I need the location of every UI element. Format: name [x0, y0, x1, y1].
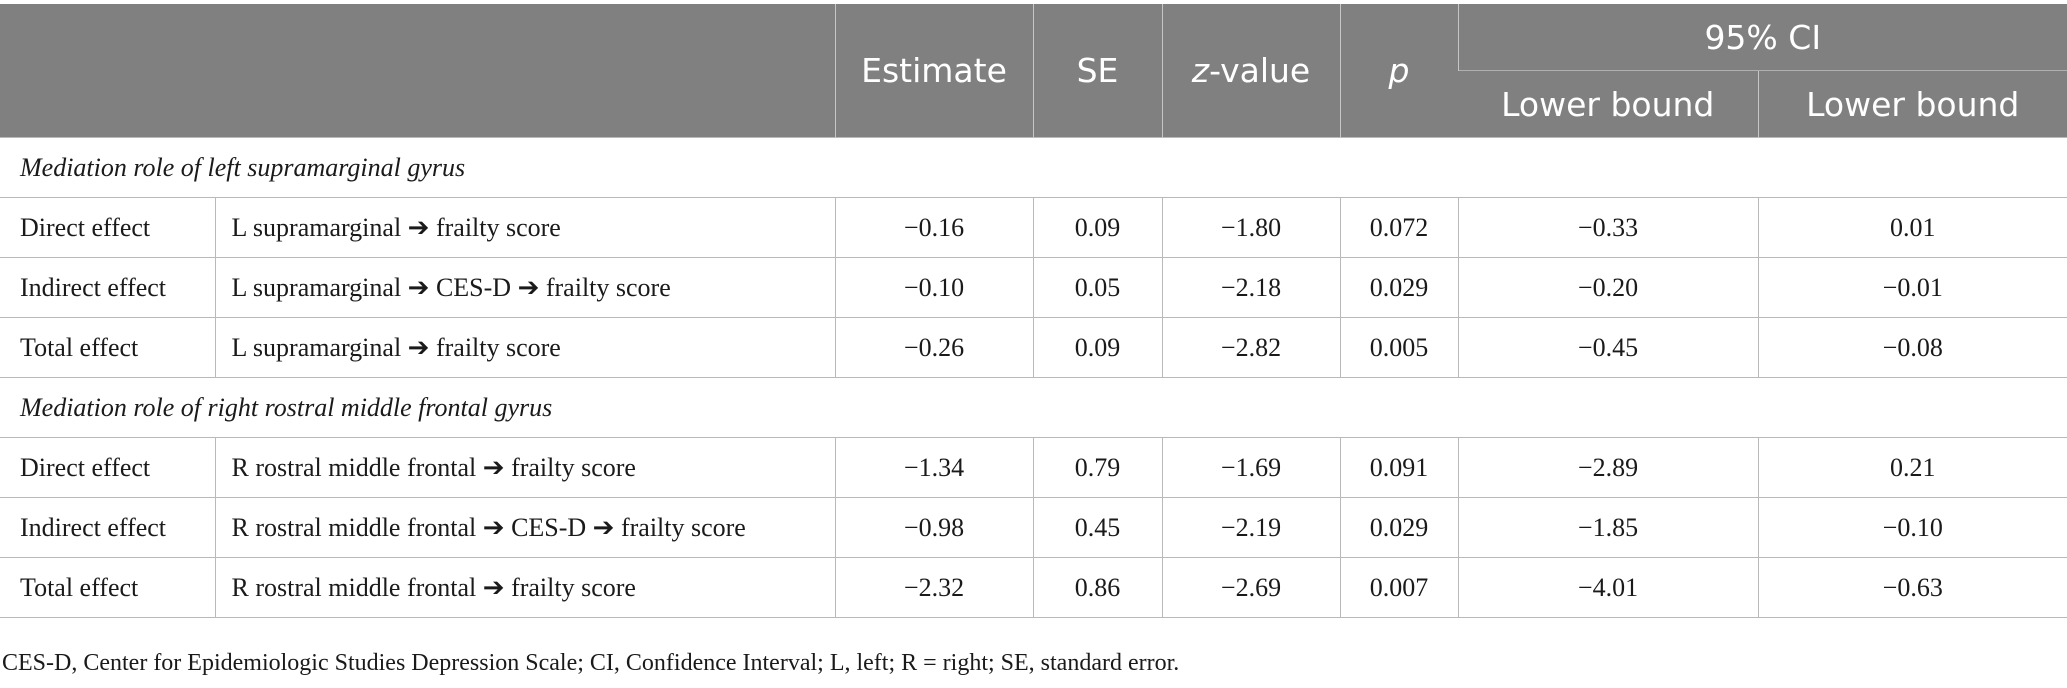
header-se: SE [1032, 4, 1162, 138]
table-row: Total effect L supramarginal ➔ frailty sc… [0, 317, 2067, 378]
header-z-value: z-value [1161, 4, 1340, 138]
header-ci: 95% CI [1457, 4, 2067, 71]
cell-lower-bound-1: −0.33 [1457, 197, 1758, 258]
header-p-text: p [1388, 51, 1410, 90]
cell-se: 0.09 [1032, 317, 1162, 378]
cell-z-value: −2.19 [1161, 497, 1340, 558]
cell-estimate: −2.32 [834, 557, 1033, 618]
table-row: Direct effect R rostral middle frontal ➔ … [0, 437, 2067, 498]
table-header-row: Estimate SE z-value p 95% CI [0, 4, 2067, 138]
cell-estimate: −1.34 [834, 437, 1033, 498]
cell-lower-bound-1: −0.20 [1457, 257, 1758, 318]
cell-p: 0.005 [1339, 317, 1458, 378]
header-lower-bound-2: Lower bound [1757, 70, 2067, 138]
cell-lower-bound-2: −0.08 [1757, 317, 2067, 378]
section-title: Mediation role of left supramarginal gyr… [0, 137, 2067, 198]
table-row: Indirect effect L supramarginal ➔ CES-D ➔… [0, 257, 2067, 318]
table-row: Direct effect L supramarginal ➔ frailty s… [0, 197, 2067, 258]
header-p: p [1339, 4, 1458, 138]
header-z-rest: -value [1209, 51, 1311, 90]
cell-se: 0.45 [1032, 497, 1162, 558]
cell-p: 0.029 [1339, 257, 1458, 318]
section-row: Mediation role of right rostral middle f… [0, 377, 2067, 438]
cell-p: 0.072 [1339, 197, 1458, 258]
cell-lower-bound-1: −0.45 [1457, 317, 1758, 378]
row-path: R rostral middle frontal ➔ CES-D ➔ frail… [214, 497, 835, 558]
cell-estimate: −0.26 [834, 317, 1033, 378]
table-body: Mediation role of left supramarginal gyr… [0, 137, 2067, 618]
cell-lower-bound-2: −0.63 [1757, 557, 2067, 618]
cell-z-value: −2.82 [1161, 317, 1340, 378]
row-label: Direct effect [0, 437, 215, 498]
section-title: Mediation role of right rostral middle f… [0, 377, 2067, 438]
row-path: L supramarginal ➔ CES-D ➔ frailty score [214, 257, 835, 318]
cell-se: 0.79 [1032, 437, 1162, 498]
row-path: R rostral middle frontal ➔ frailty score [214, 437, 835, 498]
cell-p: 0.007 [1339, 557, 1458, 618]
table-subheader-row: Lower bound Lower bound [0, 70, 2067, 138]
cell-lower-bound-1: −1.85 [1457, 497, 1758, 558]
header-blank [0, 4, 835, 138]
cell-estimate: −0.10 [834, 257, 1033, 318]
row-label: Indirect effect [0, 497, 215, 558]
row-path: L supramarginal ➔ frailty score [214, 197, 835, 258]
cell-se: 0.86 [1032, 557, 1162, 618]
header-lower-bound-1: Lower bound [1458, 70, 1758, 138]
header-estimate: Estimate [834, 4, 1033, 138]
cell-estimate: −0.16 [834, 197, 1033, 258]
section-row: Mediation role of left supramarginal gyr… [0, 137, 2067, 198]
cell-z-value: −2.69 [1161, 557, 1340, 618]
header-z-italic: z [1191, 51, 1210, 90]
cell-z-value: −1.69 [1161, 437, 1340, 498]
row-path: R rostral middle frontal ➔ frailty score [214, 557, 835, 618]
cell-lower-bound-1: −4.01 [1457, 557, 1758, 618]
cell-lower-bound-2: −0.10 [1757, 497, 2067, 558]
row-label: Direct effect [0, 197, 215, 258]
cell-lower-bound-2: 0.21 [1757, 437, 2067, 498]
mediation-results-table: Estimate SE z-value p 95% CI Lower bound… [0, 4, 2067, 618]
cell-lower-bound-2: 0.01 [1757, 197, 2067, 258]
cell-se: 0.09 [1032, 197, 1162, 258]
table-footnote: CES-D, Center for Epidemiologic Studies … [2, 650, 1180, 676]
cell-se: 0.05 [1032, 257, 1162, 318]
cell-lower-bound-1: −2.89 [1457, 437, 1758, 498]
cell-lower-bound-2: −0.01 [1757, 257, 2067, 318]
row-label: Total effect [0, 317, 215, 378]
row-label: Indirect effect [0, 257, 215, 318]
table-row: Indirect effect R rostral middle frontal … [0, 497, 2067, 558]
cell-p: 0.029 [1339, 497, 1458, 558]
cell-z-value: −1.80 [1161, 197, 1340, 258]
table-row: Total effect R rostral middle frontal ➔ f… [0, 557, 2067, 618]
cell-p: 0.091 [1339, 437, 1458, 498]
results-table-container: Estimate SE z-value p 95% CI Lower bound… [0, 4, 2067, 618]
cell-z-value: −2.18 [1161, 257, 1340, 318]
row-path: L supramarginal ➔ frailty score [214, 317, 835, 378]
row-label: Total effect [0, 557, 215, 618]
cell-estimate: −0.98 [834, 497, 1033, 558]
